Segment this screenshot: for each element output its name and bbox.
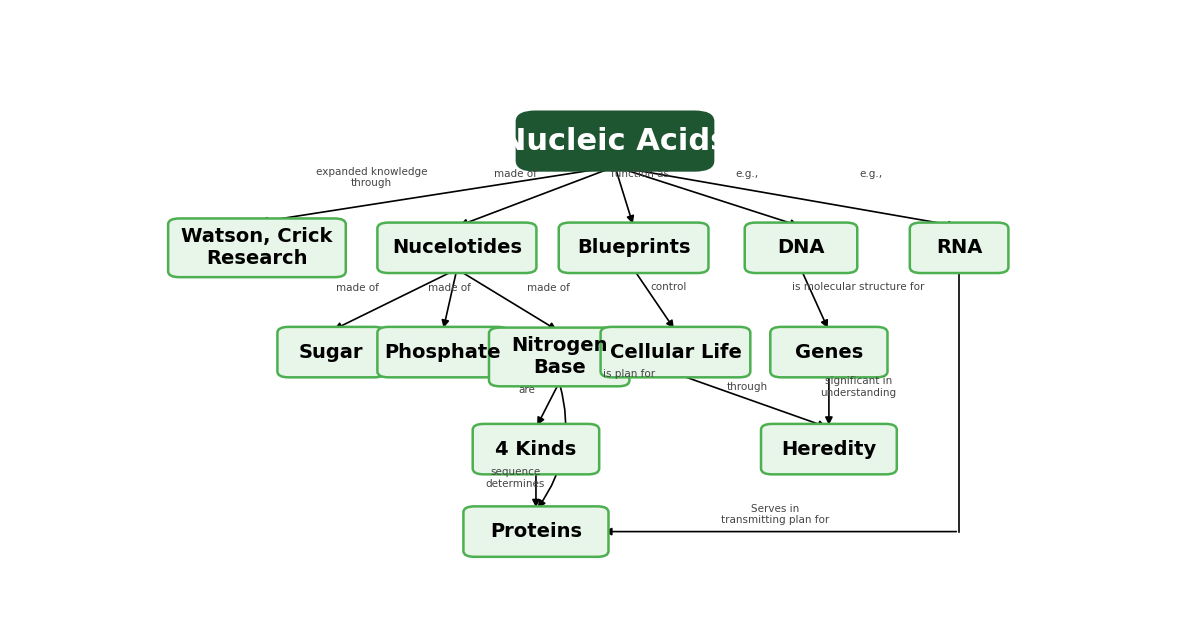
Text: Blueprints: Blueprints: [577, 238, 690, 257]
Text: Nucelotides: Nucelotides: [392, 238, 522, 257]
Text: is molecular structure for: is molecular structure for: [792, 282, 925, 292]
Text: Serves in
transmitting plan for: Serves in transmitting plan for: [721, 504, 829, 525]
Text: significant in
understanding: significant in understanding: [821, 376, 896, 398]
Text: made of: made of: [428, 283, 470, 292]
FancyBboxPatch shape: [277, 327, 385, 377]
Text: expanded knowledge
through: expanded knowledge through: [316, 167, 427, 188]
Text: DNA: DNA: [778, 238, 824, 257]
Text: Nucleic Acids: Nucleic Acids: [502, 127, 728, 156]
FancyBboxPatch shape: [377, 327, 509, 377]
FancyBboxPatch shape: [559, 222, 708, 273]
Text: made of: made of: [527, 283, 570, 292]
Text: e.g.,: e.g.,: [736, 169, 758, 179]
Text: made of: made of: [336, 283, 379, 292]
FancyBboxPatch shape: [377, 222, 536, 273]
Text: RNA: RNA: [936, 238, 983, 257]
Text: control: control: [650, 282, 688, 292]
Text: 4 Kinds: 4 Kinds: [496, 440, 576, 459]
Text: Genes: Genes: [794, 343, 863, 362]
Text: sequence
determines: sequence determines: [486, 467, 545, 489]
Text: are: are: [518, 385, 535, 395]
FancyBboxPatch shape: [745, 222, 857, 273]
Text: Phosphate: Phosphate: [385, 343, 502, 362]
Text: Proteins: Proteins: [490, 522, 582, 541]
FancyBboxPatch shape: [463, 507, 608, 557]
Text: through: through: [726, 382, 768, 392]
Text: function as: function as: [611, 169, 670, 179]
Text: Sugar: Sugar: [299, 343, 364, 362]
Text: e.g.,: e.g.,: [859, 169, 882, 179]
FancyBboxPatch shape: [770, 327, 888, 377]
FancyBboxPatch shape: [910, 222, 1008, 273]
Text: Nitrogen
Base: Nitrogen Base: [511, 336, 607, 377]
Text: is plan for: is plan for: [602, 369, 655, 379]
Text: made of: made of: [494, 169, 536, 179]
FancyBboxPatch shape: [488, 328, 630, 386]
FancyBboxPatch shape: [600, 327, 750, 377]
FancyBboxPatch shape: [168, 219, 346, 277]
FancyBboxPatch shape: [473, 424, 599, 474]
FancyBboxPatch shape: [517, 112, 713, 171]
Text: Watson, Crick
Research: Watson, Crick Research: [181, 227, 332, 268]
Text: Heredity: Heredity: [781, 440, 876, 459]
FancyBboxPatch shape: [761, 424, 896, 474]
Text: Cellular Life: Cellular Life: [610, 343, 742, 362]
